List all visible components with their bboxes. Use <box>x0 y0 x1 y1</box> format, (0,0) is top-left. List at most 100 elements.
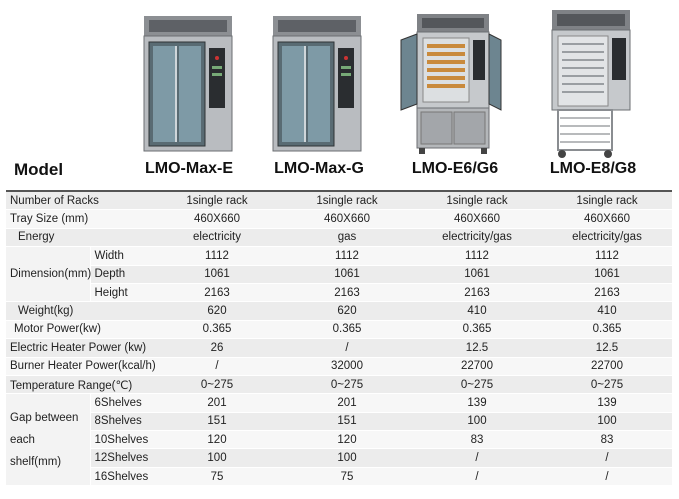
row-label: Number of Racks <box>6 192 152 211</box>
table-row: 8Shelves 151 151 100 100 <box>6 412 672 432</box>
sub-label: Height <box>89 283 152 303</box>
table-row: Gap between each shelf(mm) 6Shelves 201 … <box>6 393 672 487</box>
cell: / <box>542 467 672 487</box>
group-label-line: each shelf(mm) <box>10 433 62 468</box>
cell: 620 <box>282 301 412 321</box>
cell: 201 <box>282 393 412 413</box>
group-label: Dimension(mm) <box>6 246 91 303</box>
cell: 620 <box>152 301 282 321</box>
spec-table: Number of Racks 1single rack 1single rac… <box>6 192 672 487</box>
cell: 1single rack <box>152 192 282 211</box>
cell: 0~275 <box>282 375 412 395</box>
rack-oven-open-door-trolley-icon <box>551 10 631 158</box>
table-row: 10Shelves 120 120 83 83 <box>6 430 672 450</box>
table-row: Number of Racks 1single rack 1single rac… <box>6 192 672 211</box>
sub-label: 8Shelves <box>89 412 152 432</box>
cell: 151 <box>152 412 282 432</box>
product-name: LMO-E6/G6 <box>411 160 499 177</box>
cell: 1061 <box>542 265 672 284</box>
cell: 460X660 <box>152 209 282 229</box>
cell: 2163 <box>412 283 542 303</box>
cell: 410 <box>412 301 542 321</box>
cell: 26 <box>152 338 282 358</box>
product-name: LMO-Max-G <box>274 160 364 177</box>
table-top-rule <box>6 190 672 192</box>
cell: 201 <box>152 393 282 413</box>
cell: 1112 <box>282 246 412 266</box>
cell: 1061 <box>282 265 412 284</box>
cell: 2163 <box>542 283 672 303</box>
table-row: Temperature Range(℃) 0~275 0~275 0~275 0… <box>6 375 672 395</box>
cell: 410 <box>542 301 672 321</box>
group-label: Gap between each shelf(mm) <box>6 393 91 487</box>
row-label: Tray Size (mm) <box>6 209 152 229</box>
cell: / <box>412 448 542 468</box>
cell: 83 <box>542 430 672 450</box>
cell: 100 <box>412 412 542 432</box>
cell: 139 <box>412 393 542 413</box>
table-row: Tray Size (mm) 460X660 460X660 460X660 4… <box>6 209 672 229</box>
cell: 32000 <box>282 357 412 376</box>
cell: 0.365 <box>412 320 542 340</box>
rack-oven-glass-door-icon <box>143 16 233 152</box>
cell: 460X660 <box>282 209 412 229</box>
cell: 151 <box>282 412 412 432</box>
table-row: 16Shelves 75 75 / / <box>6 467 672 487</box>
cell: 75 <box>282 467 412 487</box>
cell: gas <box>282 228 412 248</box>
table-row: Dimension(mm) Width 1112 1112 1112 1112 <box>6 246 672 303</box>
cell: 120 <box>152 430 282 450</box>
cell: 100 <box>152 448 282 468</box>
cell: 1061 <box>412 265 542 284</box>
sub-label: 12Shelves <box>89 448 152 468</box>
cell: / <box>152 357 282 376</box>
cell: 2163 <box>152 283 282 303</box>
row-label: Electric Heater Power (kw) <box>6 338 152 358</box>
row-label: Weight(kg) <box>6 301 152 321</box>
table-row: Motor Power(kw) 0.365 0.365 0.365 0.365 <box>6 320 672 340</box>
cell: electricity/gas <box>412 228 542 248</box>
cell: 460X660 <box>542 209 672 229</box>
cell: 1single rack <box>282 192 412 211</box>
cell: 1single rack <box>412 192 542 211</box>
cell: 139 <box>542 393 672 413</box>
cell: 1112 <box>412 246 542 266</box>
cell: 22700 <box>542 357 672 376</box>
cell: 75 <box>152 467 282 487</box>
cell: 0.365 <box>152 320 282 340</box>
rack-oven-glass-door-icon <box>272 16 362 152</box>
deck-oven-open-door-icon <box>400 14 502 154</box>
cell: 2163 <box>282 283 412 303</box>
sub-label: 6Shelves <box>89 393 152 413</box>
cell: electricity <box>152 228 282 248</box>
row-label: Motor Power(kw) <box>6 320 152 340</box>
table-row: Electric Heater Power (kw) 26 / 12.5 12.… <box>6 338 672 358</box>
table-row: 12Shelves 100 100 / / <box>6 448 672 468</box>
cell: 0.365 <box>542 320 672 340</box>
cell: / <box>412 467 542 487</box>
row-label: Burner Heater Power(kcal/h) <box>6 357 156 376</box>
cell: / <box>542 448 672 468</box>
sub-label: Width <box>89 246 152 266</box>
cell: 0.365 <box>282 320 412 340</box>
model-heading: Model <box>14 160 64 179</box>
table-row: Depth 1061 1061 1061 1061 <box>6 265 672 284</box>
row-label: Energy <box>6 228 152 248</box>
cell: 12.5 <box>412 338 542 358</box>
cell: 120 <box>282 430 412 450</box>
cell: electricity/gas <box>542 228 672 248</box>
cell: 1single rack <box>542 192 672 211</box>
table-row: Weight(kg) 620 620 410 410 <box>6 301 672 321</box>
cell: 1112 <box>152 246 282 266</box>
table-row: Burner Heater Power(kcal/h) / 32000 2270… <box>6 357 672 376</box>
group-label-line: Gap between <box>10 411 79 424</box>
cell: 0~275 <box>152 375 282 395</box>
cell: 100 <box>282 448 412 468</box>
table-row: Energy electricity gas electricity/gas e… <box>6 228 672 248</box>
cell: 83 <box>412 430 542 450</box>
cell: 1061 <box>152 265 282 284</box>
row-label: Temperature Range(℃) <box>6 375 152 395</box>
cell: 100 <box>542 412 672 432</box>
product-name: LMO-E8/G8 <box>549 160 637 177</box>
sub-label: Depth <box>89 265 152 284</box>
